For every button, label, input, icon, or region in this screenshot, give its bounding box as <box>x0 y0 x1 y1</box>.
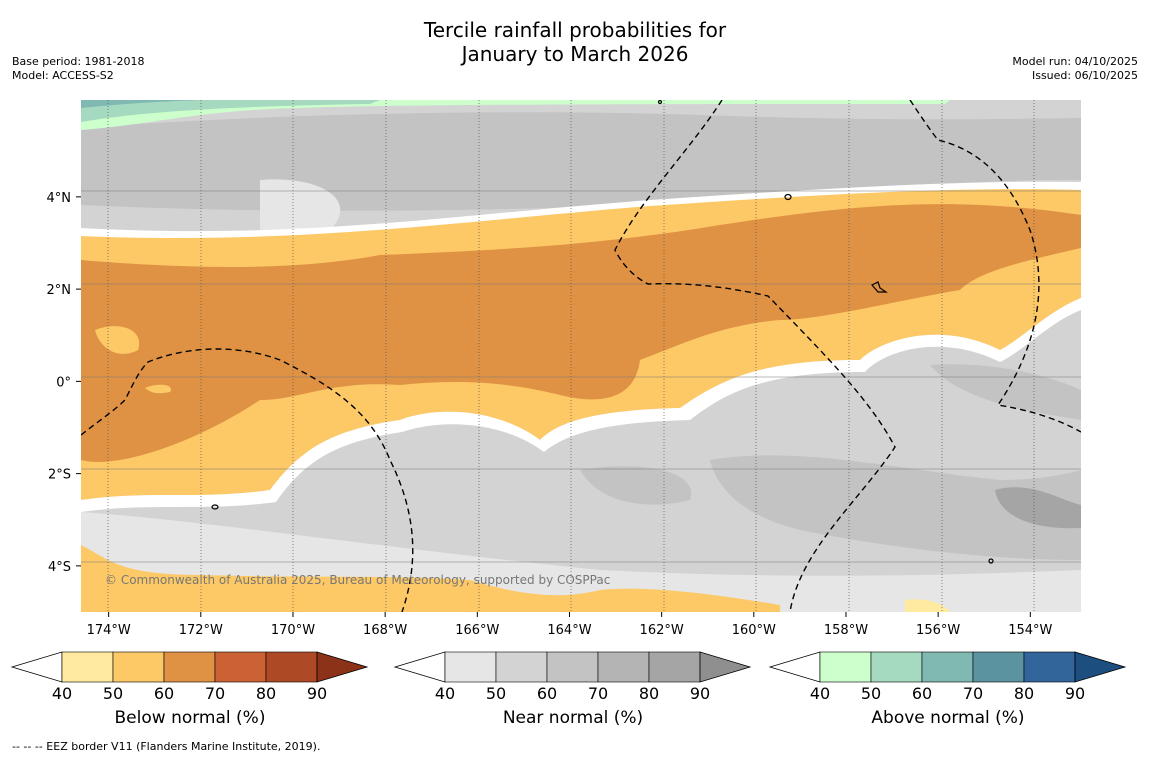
colorbar-under-extension <box>768 651 821 683</box>
colorbar-tick-label: 80 <box>256 684 276 700</box>
colorbar-tick-label: 90 <box>690 684 710 700</box>
below-normal-60-region <box>81 204 1081 462</box>
colorbar-over-extension <box>699 651 752 683</box>
x-tick-label: 162°W <box>640 623 684 638</box>
y-tick-label: 0° <box>56 375 71 390</box>
eez-borders <box>81 100 1081 612</box>
colorbar-above-label: Above normal (%) <box>871 708 1025 728</box>
near-normal-60-southeast <box>710 455 1081 560</box>
title-line-2: January to March 2026 <box>461 42 689 66</box>
near-normal-40-patch <box>260 179 341 235</box>
x-tick-label: 166°W <box>455 623 499 638</box>
y-tick-label: 4°S <box>48 560 71 575</box>
x-tick-label: 164°W <box>547 623 591 638</box>
colorbar-under-extension <box>393 651 446 683</box>
colorbar-over-extension <box>316 651 369 683</box>
colorbar-tick-label: 50 <box>486 684 506 700</box>
longitude-gridlines <box>107 100 1035 612</box>
y-tick-label: 2°S <box>48 468 71 483</box>
colorbar-below-normal: 40 50 60 70 80 90 <box>10 651 369 700</box>
colorbar-tick-label: 70 <box>588 684 608 700</box>
colorbar-tick-label: 80 <box>639 684 659 700</box>
colorbar-segment <box>61 651 114 683</box>
near-normal-60-south <box>580 466 692 505</box>
y-axis: 4°N 2°N 0° 2°S 4°S <box>47 191 81 575</box>
colorbar-tick-label: 80 <box>1014 684 1034 700</box>
below-normal-50-patch <box>95 326 140 354</box>
x-axis: 174°W 172°W 170°W 168°W 166°W 164°W 162°W 160°W… <box>87 612 1053 638</box>
copyright-notice: © Commonwealth of Australia 2025, Bureau… <box>105 573 610 587</box>
colorbar-tick-label: 50 <box>861 684 881 700</box>
colorbar-segment <box>214 651 267 683</box>
below-normal-40-south <box>905 599 950 612</box>
colorbar-near-label: Near normal (%) <box>502 708 644 728</box>
colorbar-tick-label: 90 <box>1065 684 1085 700</box>
eez-footnote: -- -- -- EEZ border V11 (Flanders Marine… <box>12 740 321 753</box>
x-tick-label: 174°W <box>87 623 131 638</box>
colorbar-segment <box>819 651 872 683</box>
near-normal-80-patch <box>995 487 1081 529</box>
island-outlines <box>211 100 994 564</box>
above-normal-40-region <box>81 100 950 130</box>
title-line-1: Tercile rainfall probabilities for <box>423 18 727 42</box>
x-tick-label: 158°W <box>824 623 868 638</box>
colorbar-tick-label: 40 <box>810 684 830 700</box>
colorbar-segment <box>870 651 923 683</box>
colorbar-segment <box>648 651 701 683</box>
colorbar-near-normal: 40 50 60 70 80 90 <box>393 651 752 700</box>
near-normal-60-north <box>81 112 1081 211</box>
colorbar-tick-label: 40 <box>52 684 72 700</box>
colorbar-tick-label: 70 <box>205 684 225 700</box>
probability-map: © Commonwealth of Australia 2025, Bureau… <box>47 100 1081 638</box>
x-tick-label: 172°W <box>179 623 223 638</box>
x-tick-label: 170°W <box>271 623 315 638</box>
x-tick-label: 156°W <box>916 623 960 638</box>
colorbar-segment <box>972 651 1025 683</box>
above-normal-60-region <box>81 100 200 108</box>
colorbar-over-extension <box>1074 651 1127 683</box>
colorbar-tick-label: 40 <box>435 684 455 700</box>
above-normal-50-region <box>81 100 380 122</box>
x-tick-label: 154°W <box>1008 623 1052 638</box>
colorbar-segment <box>1023 651 1076 683</box>
map-title: Tercile rainfall probabilities for Janua… <box>0 18 1150 66</box>
map-fill-layer <box>81 100 1081 612</box>
colorbar-tick-label: 60 <box>912 684 932 700</box>
x-tick-label: 168°W <box>363 623 407 638</box>
colorbar-segment <box>444 651 497 683</box>
colorbar-above-normal: 40 50 60 70 80 90 <box>768 651 1127 700</box>
colorbar-segment <box>495 651 548 683</box>
model-name: Model: ACCESS-S2 <box>12 69 114 82</box>
colorbar-segment <box>163 651 216 683</box>
base-period: Base period: 1981-2018 <box>12 55 145 68</box>
issued-date: Issued: 06/10/2025 <box>1031 69 1138 82</box>
y-tick-label: 2°N <box>47 283 72 298</box>
below-normal-50-south <box>81 545 780 612</box>
colorbar-segment <box>112 651 165 683</box>
below-normal-50-small-patch <box>145 384 171 394</box>
latitude-gridlines <box>81 190 1081 563</box>
colorbar-tick-label: 90 <box>307 684 327 700</box>
colorbar-tick-label: 60 <box>154 684 174 700</box>
colorbar-tick-label: 60 <box>537 684 557 700</box>
colorbar-below-label: Below normal (%) <box>114 708 266 728</box>
colorbar-segment <box>597 651 650 683</box>
colorbar-segment <box>921 651 974 683</box>
model-run: Model run: 04/10/2025 <box>1012 55 1138 68</box>
meta-left: Base period: 1981-2018 Model: ACCESS-S2 <box>12 55 144 83</box>
colorbar-segment <box>265 651 318 683</box>
colorbar-under-extension <box>10 651 63 683</box>
colorbar-tick-label: 50 <box>103 684 123 700</box>
colorbar-tick-label: 70 <box>963 684 983 700</box>
x-tick-label: 160°W <box>732 623 776 638</box>
y-tick-label: 4°N <box>47 191 72 206</box>
colorbar-segment <box>546 651 599 683</box>
meta-right: Model run: 04/10/2025 Issued: 06/10/2025 <box>1012 55 1138 83</box>
